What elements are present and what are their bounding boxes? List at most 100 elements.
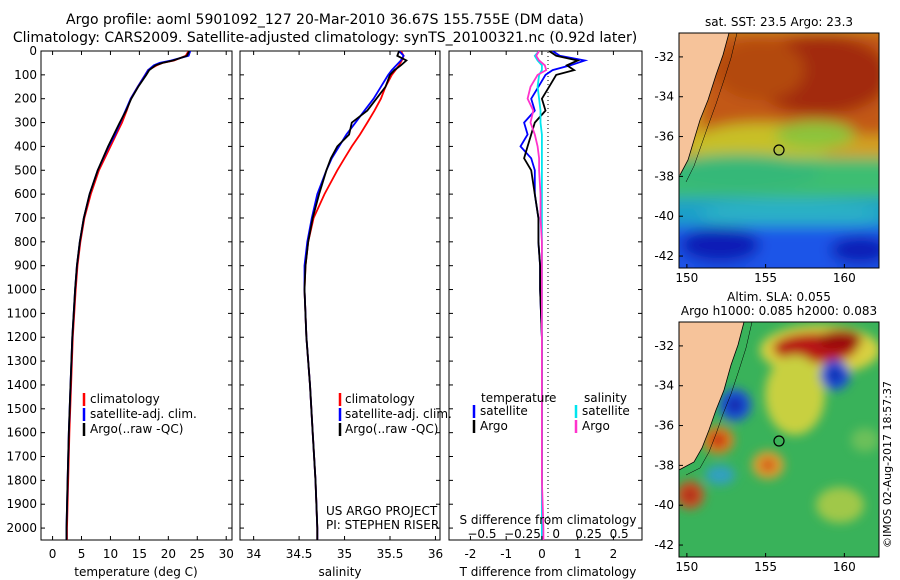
map-y-tick-label: -36 bbox=[654, 130, 674, 144]
sst-map-title: sat. SST: 23.5 Argo: 23.3 bbox=[705, 15, 853, 29]
map-y-tick-label: -36 bbox=[654, 419, 674, 433]
map-x-tick-label: 160 bbox=[833, 271, 856, 285]
s-difference-ticks: −0.5 −0.25 0 0.25 0.5 bbox=[467, 527, 628, 541]
legend-label-satellite: satellite-adj. clim. bbox=[345, 407, 452, 421]
map-y-tick-label: -42 bbox=[654, 249, 674, 263]
depth-tick-label: 100 bbox=[14, 68, 37, 82]
depth-tick-label: 0 bbox=[29, 44, 37, 58]
sla-map-axes: 150 155 160 -32 -34 -36 -38 -40 -42 bbox=[654, 339, 855, 574]
series-line-argo-raw-qc- bbox=[303, 51, 408, 540]
depth-tick-label: 1700 bbox=[6, 450, 37, 464]
map-y-tick-label: -40 bbox=[654, 209, 674, 223]
difference-lines bbox=[519, 51, 589, 540]
sst-profile-marker bbox=[773, 144, 785, 156]
depth-tick-label: 1900 bbox=[6, 497, 37, 511]
depth-tick-label: 1200 bbox=[6, 330, 37, 344]
x-tick-label: 25 bbox=[190, 547, 205, 561]
map-y-tick-label: -32 bbox=[654, 50, 674, 64]
difference-panel-frame bbox=[448, 50, 643, 541]
project-line2: PI: STEPHEN RISER bbox=[326, 518, 439, 532]
map-y-tick-label: -38 bbox=[654, 458, 674, 472]
depth-tick-label: 1500 bbox=[6, 402, 37, 416]
salinity-panel-frame bbox=[239, 50, 441, 541]
depth-tick-label: 600 bbox=[14, 187, 37, 201]
legend-salinity-title: salinity bbox=[584, 391, 627, 405]
depth-tick-label: 500 bbox=[14, 163, 37, 177]
salinity-lines bbox=[303, 51, 408, 540]
series-line-satellite-adj-clim- bbox=[303, 51, 405, 540]
legend-sal-argo: Argo bbox=[582, 419, 610, 433]
depth-tick-label: 200 bbox=[14, 92, 37, 106]
temperature-lines bbox=[65, 51, 192, 540]
chart-title-line1: Argo profile: aoml 5901092_127 20-Mar-20… bbox=[66, 12, 584, 28]
map-y-tick-label: -34 bbox=[654, 90, 674, 104]
depth-tick-label: 1000 bbox=[6, 283, 37, 297]
x-tick-label: 35 bbox=[337, 547, 352, 561]
x-tick-label: 20 bbox=[161, 547, 176, 561]
difference-x-label: T difference from climatology bbox=[459, 565, 637, 579]
series-line-satellite-adj-clim- bbox=[65, 51, 192, 540]
chart-title-line2: Climatology: CARS2009. Satellite-adjuste… bbox=[12, 30, 638, 46]
temperature-panel-frame bbox=[40, 50, 233, 541]
map-y-tick-label: -38 bbox=[654, 169, 674, 183]
s-difference-label: S difference from climatology bbox=[460, 513, 637, 527]
legend-label-climatology: climatology bbox=[345, 392, 415, 406]
legend-label-argo: Argo(..raw -QC) bbox=[90, 422, 183, 436]
map-x-tick-label: 155 bbox=[754, 271, 777, 285]
x-tick-label: 35.5 bbox=[377, 547, 404, 561]
temperature-x-label: temperature (deg C) bbox=[74, 565, 197, 579]
project-line1: US ARGO PROJECT bbox=[326, 504, 438, 518]
legend-temp-satellite: satellite bbox=[480, 404, 528, 418]
x-tick-label: 36 bbox=[428, 547, 443, 561]
series-line-temperature-argo bbox=[523, 51, 581, 540]
map-y-tick-label: -34 bbox=[654, 379, 674, 393]
depth-tick-label: 300 bbox=[14, 116, 37, 130]
depth-tick-label: 1400 bbox=[6, 378, 37, 392]
temperature-legend: climatology satellite-adj. clim. Argo(..… bbox=[82, 392, 197, 436]
map-y-tick-label: -42 bbox=[654, 538, 674, 552]
x-tick-label: 5 bbox=[78, 547, 86, 561]
x-tick-label: 0 bbox=[49, 547, 57, 561]
sla-map-title-line2: Argo h1000: 0.085 h2000: 0.083 bbox=[681, 304, 877, 318]
x-tick-label: 10 bbox=[103, 547, 118, 561]
sla-profile-marker bbox=[773, 435, 785, 447]
copyright-stamp: ©IMOS 02-Aug-2017 18:57:37 bbox=[881, 381, 894, 548]
series-line-temperature-satellite bbox=[519, 51, 589, 540]
x-tick-label: 34 bbox=[246, 547, 261, 561]
sla-map-title-line1: Altim. SLA: 0.055 bbox=[727, 290, 831, 304]
map-x-tick-label: 150 bbox=[675, 560, 698, 574]
depth-tick-label: 700 bbox=[14, 211, 37, 225]
x-tick-label: 1 bbox=[574, 547, 582, 561]
legend-temperature-title: temperature bbox=[481, 391, 556, 405]
legend-label-climatology: climatology bbox=[90, 392, 160, 406]
x-tick-label: -1 bbox=[500, 547, 512, 561]
sst-map-axes: 150 155 160 -32 -34 -36 -38 -40 -42 bbox=[654, 50, 855, 285]
temperature-x-axis: 0 5 10 15 20 25 30 bbox=[49, 51, 234, 561]
salinity-x-axis: 34 34.5 35 35.5 36 bbox=[246, 51, 443, 561]
legend-label-argo: Argo(..raw -QC) bbox=[345, 422, 438, 436]
series-line-climatology bbox=[66, 51, 190, 540]
x-tick-label: 2 bbox=[610, 547, 618, 561]
map-y-tick-label: -40 bbox=[654, 498, 674, 512]
depth-tick-label: 1800 bbox=[6, 473, 37, 487]
legend-label-satellite: satellite-adj. clim. bbox=[90, 407, 197, 421]
difference-x-axis: -2 -1 0 1 2 bbox=[464, 51, 617, 561]
x-tick-label: 34.5 bbox=[286, 547, 313, 561]
map-x-tick-label: 150 bbox=[675, 271, 698, 285]
depth-tick-label: 1600 bbox=[6, 426, 37, 440]
x-tick-label: 30 bbox=[219, 547, 234, 561]
difference-legend: temperature salinity satellite Argo sate… bbox=[472, 391, 630, 433]
x-tick-label: 15 bbox=[132, 547, 147, 561]
sla-map-frame bbox=[678, 321, 880, 558]
depth-tick-label: 2000 bbox=[6, 521, 37, 535]
salinity-legend: climatology satellite-adj. clim. Argo(..… bbox=[338, 392, 452, 436]
depth-tick-label: 400 bbox=[14, 139, 37, 153]
sst-map bbox=[679, 33, 879, 268]
sla-map bbox=[679, 322, 879, 557]
series-line-argo-raw-qc- bbox=[65, 51, 191, 540]
x-tick-label: -2 bbox=[464, 547, 476, 561]
legend-temp-argo: Argo bbox=[480, 419, 508, 433]
depth-axis: 0 100 200 300 400 500 600 700 800 900 1000 1100 1200… bbox=[6, 44, 642, 535]
legend-sal-satellite: satellite bbox=[582, 404, 630, 418]
